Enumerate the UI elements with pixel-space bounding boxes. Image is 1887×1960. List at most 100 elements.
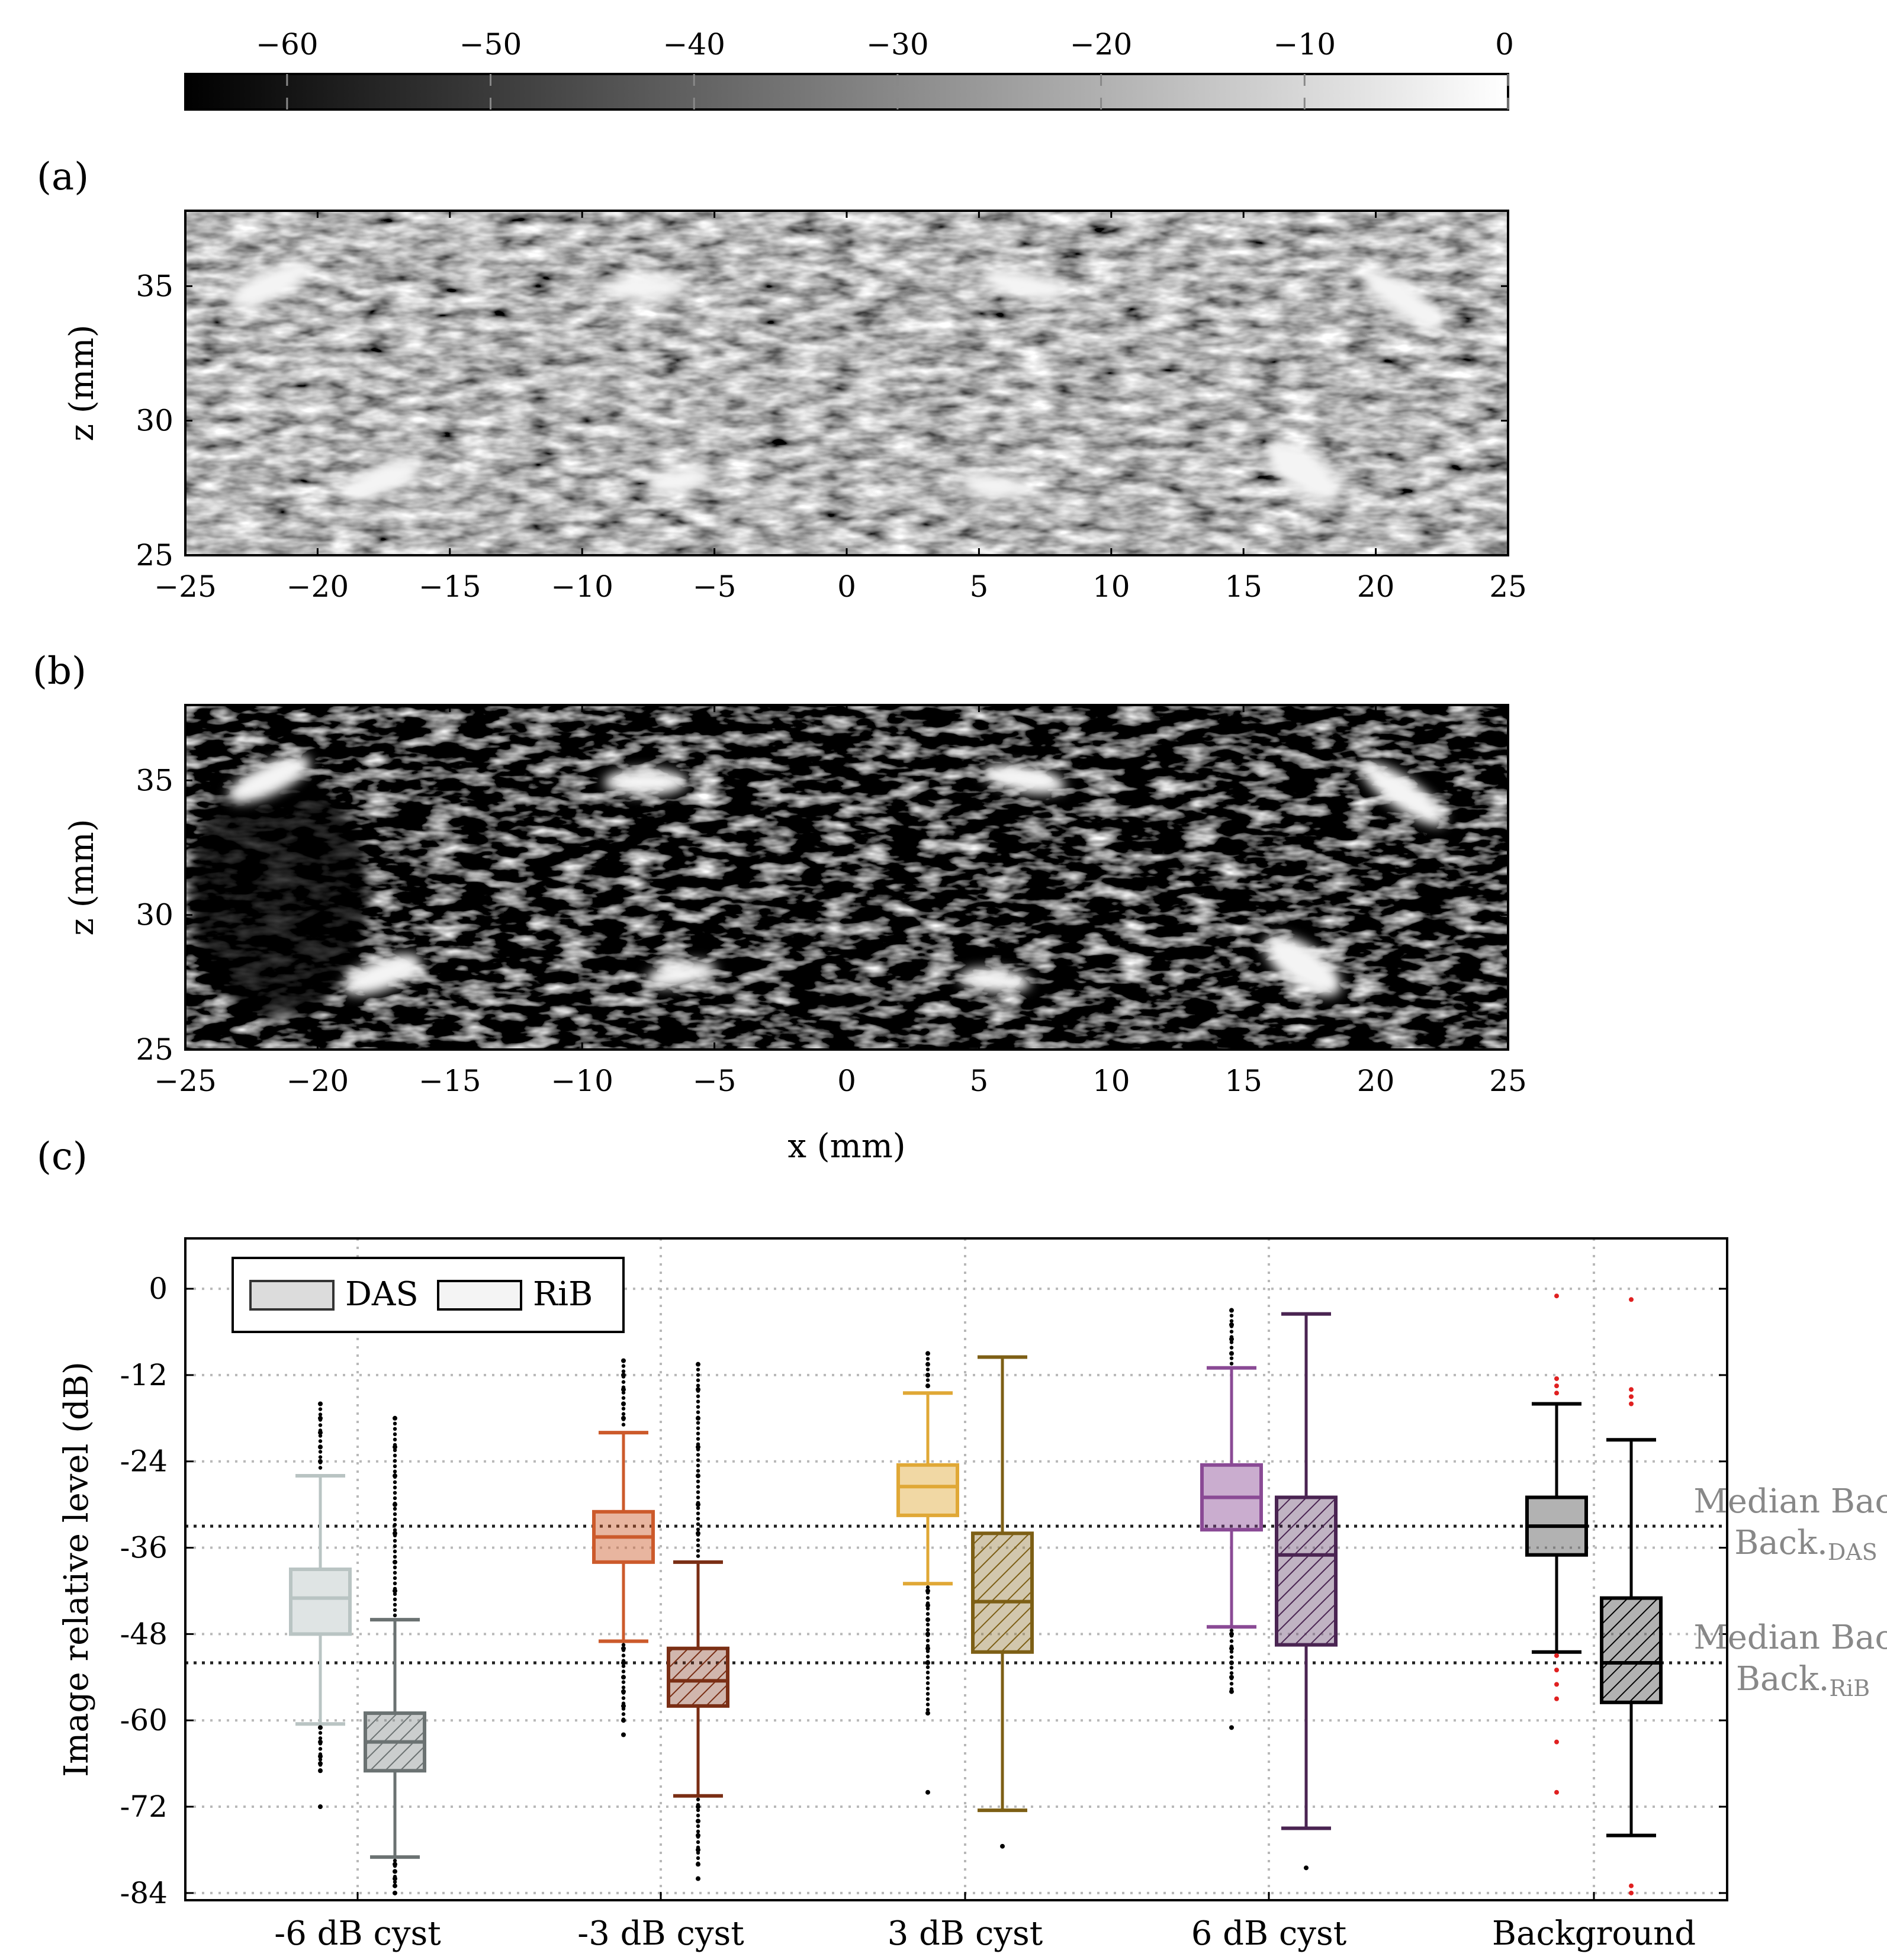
x-tick-label: 10 — [1092, 569, 1130, 604]
outlier-run — [696, 1362, 700, 1366]
outlier-run — [696, 1410, 700, 1414]
outlier — [1554, 1668, 1559, 1673]
outlier-run — [696, 1458, 700, 1462]
outlier-run — [621, 1375, 626, 1379]
outlier-run — [393, 1608, 397, 1613]
outlier-run — [1229, 1362, 1234, 1366]
outlier-run — [925, 1671, 930, 1675]
outlier-run — [696, 1373, 700, 1377]
outlier-run — [1229, 1644, 1234, 1649]
box-body — [667, 1646, 729, 1708]
outlier-run — [696, 1495, 700, 1499]
outlier-run — [393, 1491, 397, 1495]
x-tick-label: 5 — [969, 569, 988, 604]
y-tick-label: 35 — [136, 269, 173, 303]
y-tick-label: -24 — [120, 1444, 168, 1479]
x-tick-label: 3 dB cyst — [888, 1914, 1043, 1953]
box-rib-2 — [971, 1355, 1034, 1849]
bright-scatterer — [604, 769, 687, 795]
outlier — [1629, 1297, 1634, 1302]
outlier-run — [925, 1633, 930, 1637]
outlier-run — [925, 1702, 930, 1707]
x-tick-label: −10 — [551, 569, 613, 604]
box-das-0 — [289, 1401, 352, 1810]
outlier-run — [393, 1874, 397, 1879]
outlier-run — [393, 1586, 397, 1591]
ref-rib-line2: Back.RiB — [1736, 1660, 1870, 1701]
panel-b-xlabel: x (mm) — [787, 1127, 905, 1166]
outlier-run — [925, 1676, 930, 1680]
outlier-run — [925, 1351, 930, 1356]
outlier-run — [621, 1643, 626, 1647]
outlier-run — [393, 1432, 397, 1437]
outlier-run — [621, 1401, 626, 1405]
outlier-run — [393, 1565, 397, 1570]
outlier-run — [1229, 1650, 1234, 1654]
outlier — [925, 1711, 930, 1716]
box-body — [1600, 1596, 1663, 1704]
bright-scatterer — [645, 961, 716, 988]
x-tick-label: −5 — [693, 569, 737, 604]
outlier — [393, 1883, 397, 1888]
outlier-run — [925, 1687, 930, 1691]
panel-a-bright-scatterers — [229, 261, 1446, 502]
colorbar-ticks: −60 −50 −40 −30 −20 −10 0 — [256, 27, 1514, 110]
outlier-run — [318, 1423, 323, 1427]
outlier-run — [696, 1474, 700, 1478]
bright-scatterer — [1264, 440, 1341, 502]
colorbar-gradient — [184, 73, 1509, 111]
outlier-run — [696, 1447, 700, 1452]
outlier-run — [696, 1367, 700, 1372]
outlier-run — [925, 1655, 930, 1659]
outlier-run — [318, 1758, 323, 1762]
legend-rib-label: RiB — [533, 1275, 593, 1314]
box-rib-0 — [364, 1415, 426, 1895]
ref-rib-subscript: RiB — [1829, 1675, 1870, 1701]
outlier-run — [621, 1664, 626, 1668]
outlier-run — [621, 1417, 626, 1421]
outlier-run — [393, 1858, 397, 1863]
outlier-run — [696, 1485, 700, 1489]
outlier-run — [318, 1428, 323, 1433]
x-tick-label: 15 — [1224, 569, 1262, 604]
outlier-run — [1229, 1314, 1234, 1318]
outlier-run — [318, 1444, 323, 1449]
ref-das-label: Median Back. — [1693, 1482, 1887, 1521]
outlier-run — [621, 1396, 626, 1400]
x-tick-label: −20 — [287, 569, 349, 604]
outlier-run — [318, 1460, 323, 1465]
outlier-run — [1229, 1676, 1234, 1681]
outlier-run — [393, 1480, 397, 1485]
outlier-run — [696, 1549, 700, 1553]
outlier — [1629, 1394, 1634, 1399]
outlier-run — [393, 1570, 397, 1575]
outlier-run — [925, 1697, 930, 1701]
outlier-run — [1229, 1340, 1234, 1344]
outlier-run — [696, 1453, 700, 1457]
box-rib-3 — [1275, 1312, 1338, 1871]
outlier-run — [696, 1511, 700, 1515]
outlier-run — [393, 1581, 397, 1586]
outlier-run — [621, 1701, 626, 1705]
outlier-run — [318, 1402, 323, 1406]
x-tick-label: −25 — [154, 1064, 217, 1098]
outlier-run — [925, 1623, 930, 1627]
outlier — [1554, 1696, 1559, 1701]
outlier-run — [696, 1426, 700, 1430]
outlier-run — [1229, 1639, 1234, 1643]
bright-scatterer — [229, 261, 310, 308]
outlier-run — [393, 1416, 397, 1421]
outlier-run — [1229, 1346, 1234, 1350]
outlier-run — [925, 1585, 930, 1589]
panel-a-label: (a) — [37, 155, 89, 199]
boxplot-ylabel: Image relative level (dB) — [57, 1362, 96, 1777]
outlier-run — [696, 1824, 700, 1829]
outlier-run — [1229, 1666, 1234, 1670]
bright-scatterer — [1361, 762, 1446, 826]
outlier-run — [393, 1879, 397, 1884]
outlier-run — [318, 1736, 323, 1740]
outlier-run — [696, 1389, 700, 1393]
bright-scatterer — [983, 270, 1066, 300]
outlier — [1304, 1865, 1309, 1871]
outlier-run — [696, 1469, 700, 1473]
